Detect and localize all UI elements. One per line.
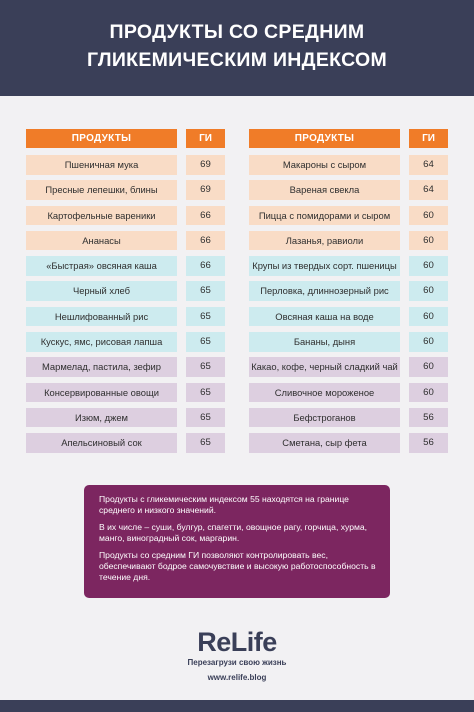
product-name-cell: Сметана, сыр фета bbox=[249, 433, 400, 453]
note-paragraph-3: Продукты со средним ГИ позволяют контрол… bbox=[99, 550, 376, 582]
column-header-gi: ГИ bbox=[409, 129, 448, 148]
page-header: ПРОДУКТЫ СО СРЕДНИМ ГЛИКЕМИЧЕСКИМ ИНДЕКС… bbox=[0, 0, 474, 96]
gi-value-cell: 69 bbox=[186, 155, 225, 175]
info-note: Продукты с гликемическим индексом 55 нах… bbox=[84, 485, 390, 598]
gi-value-cell: 56 bbox=[409, 407, 448, 428]
product-name-cell: Консервированные овощи bbox=[26, 382, 177, 403]
product-name-cell: «Быстрая» овсяная каша bbox=[26, 256, 177, 276]
gi-value-cell: 60 bbox=[409, 205, 448, 226]
product-name-cell: Бананы, дыня bbox=[249, 332, 400, 352]
product-name-cell: Черный хлеб bbox=[26, 281, 177, 301]
page-title: ПРОДУКТЫ СО СРЕДНИМ ГЛИКЕМИЧЕСКИМ ИНДЕКС… bbox=[0, 18, 474, 74]
product-name-cell: Пресные лепешки, блины bbox=[26, 180, 177, 200]
product-name-cell: Кускус, ямс, рисовая лапша bbox=[26, 332, 177, 352]
logo-tagline: Перезагрузи свою жизнь bbox=[187, 658, 287, 667]
product-name-cell: Ананасы bbox=[26, 230, 177, 251]
gi-value-cell: 64 bbox=[409, 155, 448, 175]
product-name-cell: Перловка, длиннозерный рис bbox=[249, 281, 400, 301]
gi-value-cell: 60 bbox=[409, 357, 448, 377]
relife-logo: ReLife bbox=[197, 627, 277, 657]
gi-value-cell: 65 bbox=[186, 407, 225, 428]
gi-value-cell: 65 bbox=[186, 357, 225, 377]
note-paragraph-1: Продукты с гликемическим индексом 55 нах… bbox=[99, 494, 349, 515]
product-name-cell: Апельсиновый сок bbox=[26, 433, 177, 453]
site-url[interactable]: www.relife.blog bbox=[207, 673, 267, 682]
gi-value-cell: 60 bbox=[409, 382, 448, 403]
page-title-line-2: ГЛИКЕМИЧЕСКИМ ИНДЕКСОМ bbox=[86, 49, 388, 71]
gi-value-cell: 65 bbox=[186, 382, 225, 403]
product-name-cell: Бефстроганов bbox=[249, 407, 400, 428]
product-name-cell: Лазанья, равиоли bbox=[249, 230, 400, 251]
product-name-cell: Мармелад, пастила, зефир bbox=[26, 357, 177, 377]
gi-value-cell: 66 bbox=[186, 230, 225, 251]
gi-value-cell: 66 bbox=[186, 205, 225, 226]
gi-value-cell: 56 bbox=[409, 433, 448, 453]
gi-value-cell: 65 bbox=[186, 433, 225, 453]
gi-value-cell: 60 bbox=[409, 230, 448, 251]
gi-value-cell: 60 bbox=[409, 306, 448, 327]
product-name-cell: Макароны с сыром bbox=[249, 155, 400, 175]
gi-value-cell: 65 bbox=[186, 306, 225, 327]
gi-value-cell: 60 bbox=[409, 256, 448, 276]
gi-value-cell: 65 bbox=[186, 332, 225, 352]
column-header-products: ПРОДУКТЫ bbox=[249, 129, 400, 148]
product-name-cell: Какао, кофе, черный сладкий чай bbox=[249, 357, 400, 377]
product-name-cell: Овсяная каша на воде bbox=[249, 306, 400, 327]
column-header-gi: ГИ bbox=[186, 129, 225, 148]
product-name-cell: Пшеничная мука bbox=[26, 155, 177, 175]
product-name-cell: Крупы из твердых сорт. пшеницы bbox=[249, 256, 400, 276]
footer-bar bbox=[0, 700, 474, 712]
product-name-cell: Нешлифованный рис bbox=[26, 306, 177, 327]
gi-value-cell: 66 bbox=[186, 256, 225, 276]
note-paragraph-2: В их числе – суши, булгур, спагетти, ово… bbox=[99, 522, 368, 543]
gi-value-cell: 65 bbox=[186, 281, 225, 301]
product-name-cell: Изюм, джем bbox=[26, 407, 177, 428]
column-header-products: ПРОДУКТЫ bbox=[26, 129, 177, 148]
gi-value-cell: 64 bbox=[409, 180, 448, 200]
product-name-cell: Вареная свекла bbox=[249, 180, 400, 200]
page-title-line-1: ПРОДУКТЫ СО СРЕДНИМ bbox=[109, 21, 365, 43]
product-name-cell: Картофельные вареники bbox=[26, 205, 177, 226]
product-name-cell: Сливочное мороженое bbox=[249, 382, 400, 403]
gi-value-cell: 60 bbox=[409, 332, 448, 352]
gi-value-cell: 69 bbox=[186, 180, 225, 200]
product-name-cell: Пицца с помидорами и сыром bbox=[249, 205, 400, 226]
gi-value-cell: 60 bbox=[409, 281, 448, 301]
